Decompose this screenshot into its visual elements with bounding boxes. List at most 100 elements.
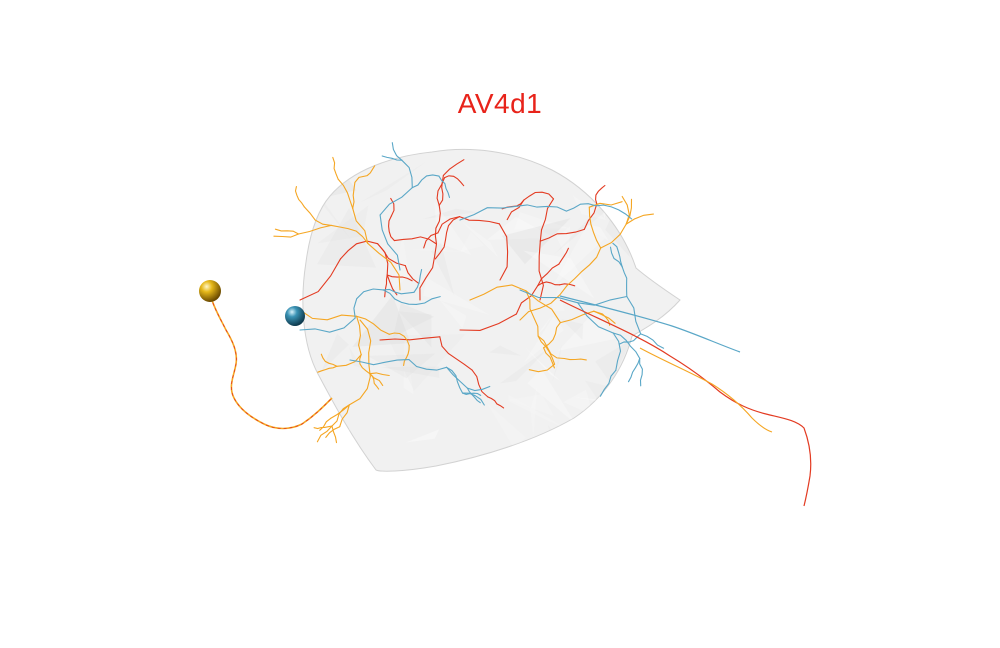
dendrite-segment xyxy=(438,174,444,206)
dendrite-segment xyxy=(612,242,623,268)
dendrite-segment xyxy=(444,175,465,187)
dendrite-segment xyxy=(487,396,505,409)
mesh-facet xyxy=(460,231,485,252)
dendrite-segment xyxy=(294,186,305,208)
mesh-facet xyxy=(530,386,538,439)
axon-tail-red xyxy=(559,299,812,507)
axon-tail-orange xyxy=(639,347,773,433)
mesh-facet xyxy=(582,223,609,242)
dendrite-segment xyxy=(367,242,401,291)
dendrite-segment xyxy=(332,156,339,180)
dendrite-segment xyxy=(413,268,423,293)
mesh-facet xyxy=(563,389,594,416)
dendrite-segment xyxy=(603,204,633,220)
mesh-facet xyxy=(501,218,571,265)
dendrite-segment xyxy=(559,283,576,287)
mesh-facet xyxy=(398,311,432,348)
mesh-facet xyxy=(550,285,565,312)
neuropil-mesh xyxy=(302,148,681,472)
dendrite-segment xyxy=(369,372,390,377)
soma-gold xyxy=(199,280,221,302)
dendrite-segment xyxy=(506,199,525,221)
dendrite-segment xyxy=(391,142,403,161)
mesh-facet xyxy=(352,295,411,347)
dendrite-segment xyxy=(317,365,338,373)
neuron-projections xyxy=(210,295,812,507)
mesh-facet xyxy=(391,235,410,290)
dendrite-segment xyxy=(369,373,380,390)
dendrite-segment xyxy=(438,175,451,199)
dendrite-segment xyxy=(348,376,371,406)
neuron-orange xyxy=(273,156,654,444)
dendrite-segment xyxy=(303,206,332,226)
dendrite-segment xyxy=(516,204,567,212)
dendrite-segment xyxy=(384,274,388,298)
neuron-blue xyxy=(299,142,665,406)
mesh-facet xyxy=(321,333,349,372)
mesh-facet xyxy=(487,403,526,450)
dendrite-segment xyxy=(612,332,641,359)
dendrite-segment xyxy=(565,203,605,212)
dendrite-segment xyxy=(583,203,598,230)
dendrite-segment xyxy=(359,319,372,378)
dendrite-segment xyxy=(330,404,350,419)
dendrite-segment xyxy=(415,296,441,305)
mesh-facet xyxy=(434,201,472,256)
dendrite-segment xyxy=(609,246,623,268)
dendrite-segment xyxy=(466,387,481,404)
dendrite-segment xyxy=(297,224,332,235)
dendrite-segment xyxy=(352,176,360,209)
neuron-red xyxy=(299,159,606,409)
dendrite-segment xyxy=(519,289,579,304)
dendrite-segment xyxy=(340,240,379,260)
dendrite-segment xyxy=(543,322,561,349)
mesh-facet xyxy=(553,192,629,255)
dendrite-segment xyxy=(525,290,539,337)
dendrite-segment xyxy=(639,357,643,387)
mesh-facet xyxy=(367,353,436,379)
mesh-facet xyxy=(509,394,555,417)
dendrite-segment xyxy=(539,228,585,242)
mesh-facet xyxy=(527,368,576,424)
dendrite-segment xyxy=(390,197,395,217)
dendrite-segment xyxy=(525,290,561,324)
dendrite-segment xyxy=(588,206,602,249)
dendrite-segment xyxy=(379,336,441,341)
dendrite-segment xyxy=(640,333,665,349)
dendrite-segment xyxy=(386,274,413,282)
dendrite-segment xyxy=(349,359,410,366)
dendrite-segment xyxy=(356,315,362,356)
mesh-facet xyxy=(605,387,634,400)
dendrite-segment xyxy=(331,425,338,444)
dendrite-segment xyxy=(593,310,616,324)
dendrite-segment xyxy=(337,178,354,209)
dendrite-segment xyxy=(411,174,440,189)
dendrite-segment xyxy=(537,281,561,287)
dendrite-segment xyxy=(625,198,633,225)
dendrite-segment xyxy=(462,392,482,396)
mesh-facet xyxy=(349,347,363,369)
dendrite-segment xyxy=(325,426,341,438)
dendrite-segment xyxy=(539,198,555,242)
dendrite-segment xyxy=(627,357,641,383)
dendrite-segment xyxy=(498,223,509,281)
dendrite-segment xyxy=(356,315,390,335)
dendrite-segment xyxy=(459,205,518,221)
dendrite-segment xyxy=(599,369,617,397)
dendrite-segment xyxy=(625,213,654,225)
dendrite-segment xyxy=(519,284,568,321)
mesh-facet xyxy=(423,208,479,219)
dendrite-segment xyxy=(523,191,555,201)
dendrite-segment xyxy=(558,247,569,265)
mesh-facet xyxy=(552,343,562,382)
mesh-facet xyxy=(317,205,369,244)
mesh-facet xyxy=(403,330,414,395)
dendrite-segment xyxy=(459,313,517,331)
mesh-facet xyxy=(600,393,619,439)
dendrite-segment xyxy=(423,232,439,249)
dendrite-segment xyxy=(442,159,465,176)
figure-title: AV4d1 xyxy=(457,88,543,119)
dendrite-segment xyxy=(446,366,468,389)
dendrite-segment xyxy=(358,165,376,178)
